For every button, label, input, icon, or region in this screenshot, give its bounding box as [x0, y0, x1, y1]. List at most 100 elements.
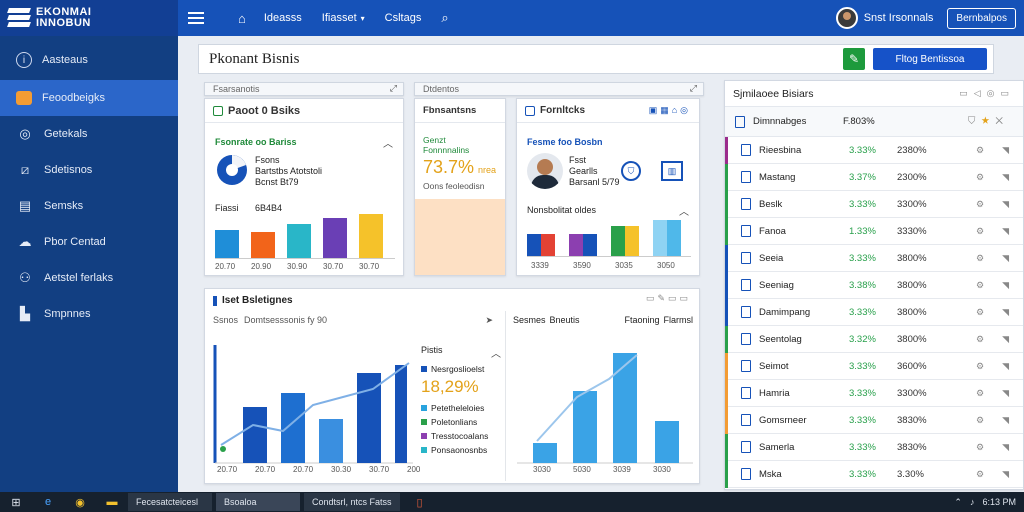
bar: [655, 421, 679, 463]
list-row[interactable]: Samerla 3.33% 3830% ⚙ ◥: [725, 434, 1023, 461]
window-controls-icon[interactable]: ▭✎▭▭: [645, 293, 691, 303]
comment-icon[interactable]: ◥: [1002, 144, 1009, 155]
settings-icon[interactable]: ⚙: [976, 198, 985, 209]
toolbar-icons[interactable]: ▣▦⌂◎: [648, 105, 691, 115]
settings-icon[interactable]: ⚙: [976, 306, 985, 317]
row-actions[interactable]: ⚙ ◥: [976, 226, 1009, 237]
search-icon[interactable]: ⌕: [441, 10, 449, 25]
comment-icon[interactable]: ◥: [1002, 468, 1009, 479]
settings-icon[interactable]: ⚙: [976, 387, 985, 398]
comment-icon[interactable]: ◥: [1002, 414, 1009, 425]
list-row[interactable]: Mska 3.33% 3.30% ⚙ ◥: [725, 461, 1023, 488]
list-row[interactable]: Beslk 3.33% 3300% ⚙ ◥: [725, 191, 1023, 218]
list-row[interactable]: Seimot 3.33% 3600% ⚙ ◥: [725, 353, 1023, 380]
clock[interactable]: 6:13 PM: [982, 497, 1016, 507]
row-percent: 3.33%: [849, 198, 876, 210]
settings-icon[interactable]: ⚙: [976, 360, 985, 371]
sidebar-item-7[interactable]: ⚇ Aetstel ferlaks: [0, 260, 178, 296]
row-actions[interactable]: ⚙ ◥: [976, 334, 1009, 345]
app-icon[interactable]: ▯: [416, 496, 423, 509]
settings-icon[interactable]: ⚙: [976, 468, 985, 479]
row-actions[interactable]: ⚙ ◥: [976, 388, 1009, 399]
panel2-tab[interactable]: Dtdentos ⤢: [414, 82, 704, 96]
header-action-icons[interactable]: ⛉★✕: [967, 116, 1009, 127]
sidebar-item-2[interactable]: Feoodbeigks: [0, 80, 178, 116]
chrome-icon[interactable]: ◉: [75, 496, 85, 509]
shield-icon[interactable]: ⛉: [621, 161, 641, 181]
row-actions[interactable]: ⚙ ◥: [976, 361, 1009, 372]
nav-item-3[interactable]: Csltags: [384, 12, 422, 24]
chevron-up-icon[interactable]: ︿: [679, 207, 689, 218]
chevron-up-icon[interactable]: ︿: [383, 139, 393, 150]
comment-icon[interactable]: ◥: [1002, 252, 1009, 263]
settings-icon[interactable]: ⚙: [976, 225, 985, 236]
settings-icon[interactable]: ⚙: [976, 252, 985, 263]
filter-left[interactable]: Ssnos: [213, 315, 239, 325]
top-action-button[interactable]: Bernbalpos: [947, 7, 1016, 29]
comment-icon[interactable]: ◥: [1002, 171, 1009, 182]
comment-icon[interactable]: ◥: [1002, 225, 1009, 236]
sidebar-item-3[interactable]: ◎ Getekals: [0, 116, 178, 152]
row-actions[interactable]: ⚙ ◥: [976, 469, 1009, 480]
sidebar-item-8[interactable]: ▙ Smpnnes: [0, 296, 178, 332]
list-row[interactable]: Hamria 3.33% 3300% ⚙ ◥: [725, 380, 1023, 407]
edit-button[interactable]: ✎: [843, 48, 865, 70]
comment-icon[interactable]: ◥: [1002, 198, 1009, 209]
list-row[interactable]: Gomsrneer 3.33% 3830% ⚙ ◥: [725, 407, 1023, 434]
panel2-big-value: 73.7%: [423, 157, 475, 177]
list-row[interactable]: Damimpang 3.33% 3800% ⚙ ◥: [725, 299, 1023, 326]
row-actions[interactable]: ⚙ ◥: [976, 280, 1009, 291]
filter-right[interactable]: Domtsesssonis fy 90: [244, 315, 328, 325]
sidebar-item-4[interactable]: ⧄ Sdetisnos: [0, 152, 178, 188]
list-row[interactable]: Seeia 3.33% 3800% ⚙ ◥: [725, 245, 1023, 272]
logo[interactable]: EKONMAI INNOBUN: [0, 0, 178, 36]
building-icon[interactable]: ▥: [661, 161, 683, 181]
row-actions[interactable]: ⚙ ◥: [976, 253, 1009, 264]
row-actions[interactable]: ⚙ ◥: [976, 442, 1009, 453]
list-row[interactable]: Seentolag 3.32% 3800% ⚙ ◥: [725, 326, 1023, 353]
hamburger-menu-icon[interactable]: [188, 12, 204, 24]
nav-item-1[interactable]: Ideasss: [263, 12, 302, 24]
settings-icon[interactable]: ⚙: [976, 144, 985, 155]
nav-item-2[interactable]: Ifiasset ▾: [321, 12, 365, 24]
network-icon[interactable]: ⌃: [954, 496, 962, 507]
list-row[interactable]: Rieesbina 3.33% 2380% ⚙ ◥: [725, 137, 1023, 164]
settings-icon[interactable]: ⚙: [976, 441, 985, 452]
settings-icon[interactable]: ⚙: [976, 333, 985, 344]
row-actions[interactable]: ⚙ ◥: [976, 307, 1009, 318]
user-avatar[interactable]: [835, 7, 858, 29]
settings-icon[interactable]: ⚙: [976, 279, 985, 290]
comment-icon[interactable]: ◥: [1002, 441, 1009, 452]
list-row[interactable]: Mastang 3.37% 2300% ⚙ ◥: [725, 164, 1023, 191]
row-actions[interactable]: ⚙ ◥: [976, 145, 1009, 156]
taskbar-task-2[interactable]: Bsoaloa: [216, 493, 300, 511]
start-icon[interactable]: ⊞: [11, 496, 21, 509]
settings-icon[interactable]: ⚙: [976, 414, 985, 425]
comment-icon[interactable]: ◥: [1002, 360, 1009, 371]
volume-icon[interactable]: ♪: [969, 497, 975, 507]
home-icon[interactable]: ⌂: [238, 10, 246, 26]
comment-icon[interactable]: ◥: [1002, 333, 1009, 344]
edge-icon[interactable]: e: [44, 496, 52, 508]
sidebar-item-1[interactable]: i Aasteaus: [0, 42, 178, 78]
primary-button[interactable]: Fltog Bentissoa: [873, 48, 987, 70]
taskbar-task-3[interactable]: Condtsrl, ntcs Fatss: [304, 493, 400, 511]
sidebar-item-5[interactable]: ▤ Semsks: [0, 188, 178, 224]
panel1-tab[interactable]: Fsarsanotis ⤢: [204, 82, 404, 96]
folder-icon[interactable]: ▬: [106, 496, 118, 508]
row-actions[interactable]: ⚙ ◥: [976, 172, 1009, 183]
taskbar-task-1[interactable]: Fecesatcteicesl: [128, 493, 212, 511]
comment-icon[interactable]: ◥: [1002, 306, 1009, 317]
comment-icon[interactable]: ◥: [1002, 279, 1009, 290]
sidebar-item-6[interactable]: ☁ Pbor Centad: [0, 224, 178, 260]
list-row[interactable]: Fanoa 1.33% 3330% ⚙ ◥: [725, 218, 1023, 245]
list-controls-icon[interactable]: ▭◁◎▭: [959, 88, 1015, 98]
comment-icon[interactable]: ◥: [1002, 387, 1009, 398]
list-row[interactable]: Seeniag 3.38% 3800% ⚙ ◥: [725, 272, 1023, 299]
row-actions[interactable]: ⚙ ◥: [976, 199, 1009, 210]
user-name[interactable]: Snst Irsonnals: [863, 12, 934, 24]
chevron-up-icon[interactable]: ︿: [491, 349, 501, 360]
send-icon[interactable]: ➤: [485, 315, 493, 325]
settings-icon[interactable]: ⚙: [976, 171, 985, 182]
row-actions[interactable]: ⚙ ◥: [976, 415, 1009, 426]
